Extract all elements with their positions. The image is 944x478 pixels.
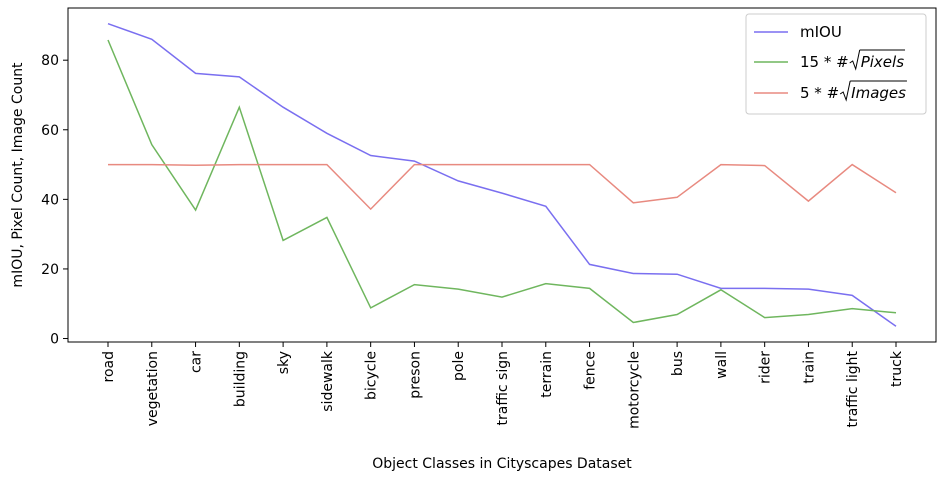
- radical-sign: [849, 49, 861, 71]
- x-tick-label: motorcycle: [626, 351, 642, 429]
- x-tick-label: vegetation: [145, 351, 161, 426]
- y-tick-label: 60: [41, 123, 59, 139]
- y-axis-ticks: 0 20 40 60 80: [41, 53, 68, 348]
- x-tick-label: bus: [670, 351, 686, 376]
- x-tick-label: truck: [889, 350, 905, 387]
- legend-label: mIOU: [800, 23, 842, 41]
- radical-sign: [839, 80, 851, 102]
- legend-radicand: Pixels: [861, 53, 904, 71]
- x-tick-label: building: [232, 351, 248, 407]
- x-tick-label: wall: [714, 351, 730, 379]
- legend-entry: 5 * # Images: [800, 80, 907, 102]
- x-tick-label: terrain: [539, 351, 555, 398]
- x-tick-label: bicycle: [364, 351, 380, 400]
- x-axis-ticks: road vegetation car building sky sidewalk bicy…: [101, 342, 905, 429]
- x-tick-label: preson: [407, 351, 423, 399]
- x-tick-label: fence: [583, 351, 599, 390]
- x-tick-label: sky: [276, 351, 292, 374]
- x-tick-label: pole: [451, 351, 467, 381]
- x-tick-label: car: [189, 351, 205, 373]
- x-tick-label: sidewalk: [320, 350, 336, 412]
- legend-label: 15 * #: [800, 53, 849, 71]
- legend-entry: 15 * # Pixels: [800, 49, 906, 71]
- series-line-2: [108, 163, 897, 211]
- y-tick-label: 40: [41, 192, 59, 208]
- x-tick-label: road: [101, 351, 117, 382]
- x-tick-label: traffic light: [845, 351, 861, 428]
- y-axis-label: mIOU, Pixel Count, Image Count: [10, 62, 26, 288]
- series-layer: [107, 22, 897, 327]
- legend-entry: mIOU: [800, 23, 842, 41]
- legend-box: [745, 13, 927, 115]
- x-tick-label: traffic sign: [495, 351, 511, 425]
- x-axis-label: Object Classes in Cityscapes Dataset: [372, 456, 632, 472]
- y-tick-label: 20: [41, 262, 59, 278]
- legend-radicand: Images: [851, 84, 906, 102]
- series-line-0: [107, 22, 897, 327]
- y-tick-label: 0: [50, 332, 59, 348]
- x-tick-label: train: [801, 351, 817, 384]
- series-line-1: [107, 39, 897, 324]
- legend: mIOU 15 * # Pixels 5 * # Images: [745, 13, 927, 115]
- x-tick-label: rider: [758, 351, 774, 384]
- y-tick-label: 80: [41, 53, 59, 69]
- legend-label: 5 * #: [800, 84, 839, 102]
